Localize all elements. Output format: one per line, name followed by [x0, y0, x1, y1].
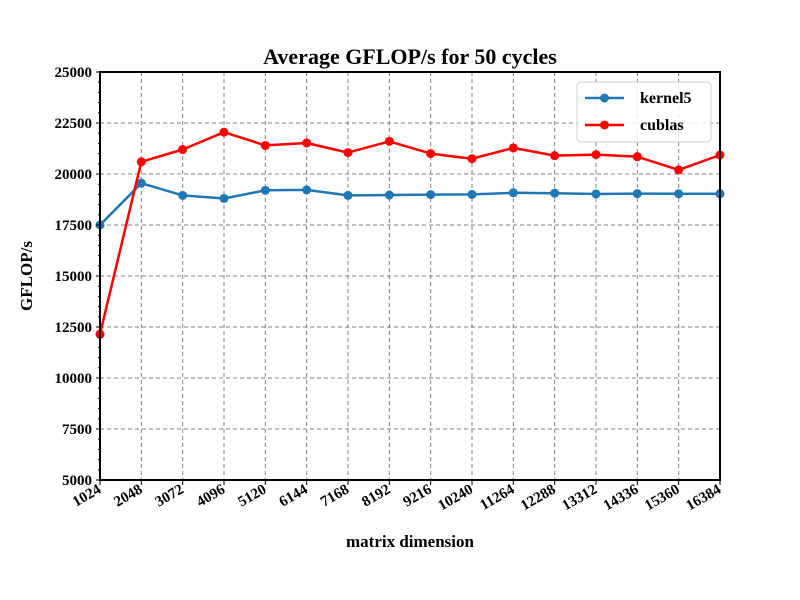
x-tick-label: 4096 [194, 481, 228, 510]
y-axis: 5000 7500 10000 12500 15000 17500 20000 22500 25… [55, 65, 100, 489]
series-line-cublas [98, 130, 721, 335]
data-point-cublas [178, 145, 188, 155]
x-axis: 1024 2048 3072 4096 5120 6144 7168 8192 9216 1024… [70, 480, 724, 514]
data-point-kernel5 [260, 185, 270, 195]
x-tick-label: 14336 [601, 481, 642, 514]
legend-marker-cublas [600, 120, 609, 130]
x-tick-label: 6144 [277, 481, 311, 510]
x-tick-label: 13312 [560, 482, 600, 515]
x-tick-label: 8192 [359, 482, 393, 511]
data-point-cublas [384, 136, 394, 146]
y-tick-label: 12500 [55, 320, 93, 336]
x-tick-label: 3072 [153, 482, 187, 511]
x-tick-label: 11264 [478, 481, 518, 513]
legend-items: kernel5 cublas [585, 90, 692, 134]
series-line-kernel5 [99, 181, 720, 226]
data-point-kernel5 [467, 189, 477, 199]
x-tick-label: 9216 [401, 481, 435, 510]
data-point-cublas [219, 127, 229, 137]
legend-label-kernel5: kernel5 [640, 90, 692, 107]
data-point-cublas [260, 140, 270, 150]
data-point-cublas [591, 150, 601, 160]
data-point-cublas [426, 149, 436, 159]
data-point-kernel5 [591, 189, 601, 199]
x-tick-label: 15360 [642, 482, 682, 515]
data-point-kernel5 [384, 190, 394, 200]
data-point-kernel5 [136, 178, 146, 188]
x-axis-label: matrix dimension [346, 532, 475, 551]
data-point-kernel5 [426, 190, 436, 200]
data-point-kernel5 [178, 190, 188, 200]
data-point-kernel5 [550, 188, 560, 198]
y-axis-label: GFLOP/s [17, 241, 36, 311]
y-tick-label: 15000 [55, 269, 93, 285]
y-tick-label: 10000 [55, 371, 93, 387]
legend-marker-kernel5 [600, 93, 609, 103]
y-tick-label: 17500 [55, 218, 93, 234]
data-point-cublas [674, 165, 684, 175]
data-point-kernel5 [632, 189, 642, 199]
series-layer [95, 127, 725, 339]
data-point-cublas [467, 154, 477, 164]
data-point-kernel5 [302, 185, 312, 195]
data-point-cublas [302, 138, 312, 148]
data-point-cublas [343, 148, 353, 158]
x-tick-label: 5120 [235, 482, 269, 511]
data-point-cublas [136, 157, 146, 167]
legend: kernel5 cublas [576, 81, 712, 143]
y-tick-label: 7500 [62, 422, 92, 438]
data-point-cublas [632, 152, 642, 162]
chart-title: Average GFLOP/s for 50 cycles [263, 44, 557, 69]
x-tick-label: 7168 [318, 482, 352, 511]
x-tick-label: 10240 [436, 482, 476, 515]
legend-label-cublas: cublas [640, 117, 684, 134]
data-point-cublas [550, 151, 560, 161]
data-point-kernel5 [674, 189, 684, 199]
data-point-kernel5 [508, 188, 518, 198]
x-tick-label: 12288 [518, 482, 558, 515]
x-tick-label: 2048 [111, 482, 145, 511]
y-tick-label: 22500 [55, 116, 93, 132]
data-point-cublas [508, 143, 518, 153]
data-point-kernel5 [343, 190, 353, 200]
data-point-kernel5 [219, 193, 229, 203]
y-tick-label: 5000 [62, 473, 92, 489]
x-tick-label: 16384 [684, 481, 725, 514]
y-tick-label: 25000 [55, 65, 93, 81]
y-tick-label: 20000 [55, 167, 93, 183]
